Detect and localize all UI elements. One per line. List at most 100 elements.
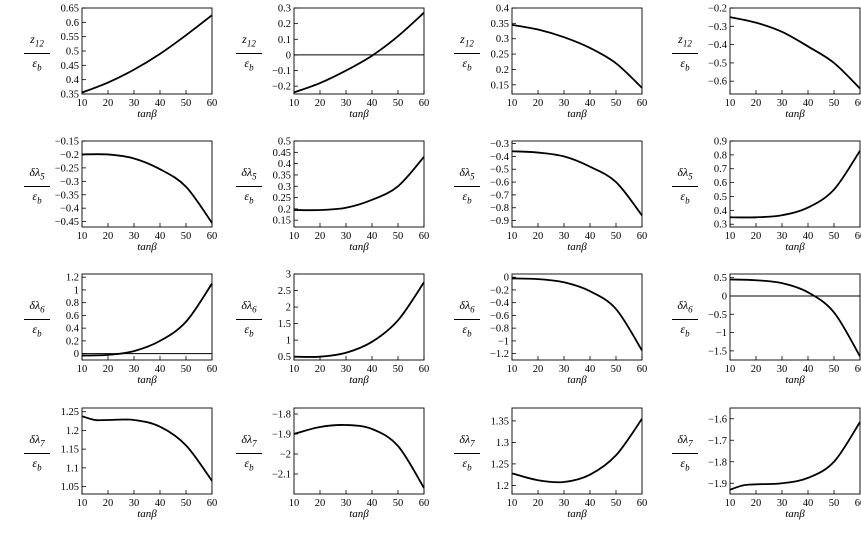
- x-tick-label: 50: [181, 98, 192, 109]
- y-tick-label: −1.7: [708, 436, 727, 447]
- y-tick-label: 0.5: [278, 352, 291, 363]
- x-tick-label: 10: [77, 498, 88, 509]
- x-tick-label: 20: [533, 231, 544, 242]
- x-axis-label: tanβ: [349, 108, 369, 120]
- y-tick-label: 1.2: [496, 481, 509, 492]
- x-tick-label: 40: [367, 231, 378, 242]
- line-plot: 0.3 0.4 0.5 0.6 0.7 0.8 0.9 10 20 30 40 50 60: [714, 137, 861, 243]
- x-tick-label: 60: [855, 498, 861, 509]
- x-tick-label: 30: [777, 231, 788, 242]
- plot-panel: δλ6 εb 0.5 0 −0.5 −1 −1.5 10 20 30 40 50 60 tanβ: [648, 266, 861, 399]
- series-line: [293, 424, 425, 489]
- fraction-bar: [236, 186, 262, 188]
- y-tick-label: 0: [74, 349, 79, 360]
- line-plot: 0.150.20.250.30.350.40.450.5 10 20 30 40 50 60: [273, 137, 430, 243]
- x-tick-label: 10: [77, 364, 88, 375]
- plot-frame: [81, 7, 213, 95]
- line-plot: −1.8 −1.9 −2 −2.1 10 20 30 40 50 60: [272, 407, 429, 509]
- plot-frame: [511, 273, 643, 361]
- y-label-numerator: z12: [30, 32, 44, 49]
- y-tick-label: −0.9: [490, 216, 509, 227]
- x-tick-label: 20: [751, 498, 762, 509]
- y-label-denominator: εb: [680, 322, 690, 339]
- x-tick-label: 10: [77, 98, 88, 109]
- series-line: [729, 278, 861, 357]
- x-tick-label: 60: [855, 231, 861, 242]
- y-tick-label: −1: [498, 336, 509, 347]
- line-plot: −0.2 −0.3 −0.4 −0.5 −0.6 10 20 30 40 50 60: [708, 4, 861, 110]
- x-axis-label: tanβ: [785, 108, 805, 120]
- y-tick-label: −0.2: [60, 150, 79, 161]
- line-plot: −0.15 −0.2 −0.25 −0.3 −0.35 −0.4 −0.45 10 20 30 40…: [55, 137, 218, 243]
- line-plot: 0.35 0.4 0.45 0.5 0.55 0.6 0.65 10 20 30 40 50 60: [61, 4, 218, 110]
- y-tick-label: −0.6: [490, 311, 509, 322]
- y-label-numerator: z12: [678, 32, 692, 49]
- y-label-numerator: z12: [242, 32, 256, 49]
- y-tick-label: 1.15: [61, 445, 79, 456]
- y-tick-label: −0.8: [490, 324, 509, 335]
- fraction-bar: [236, 53, 262, 55]
- plot-panel: δλ6 εb 0.5 1 1.5 2 2.5 3 10 20 30 40 50 60 tanβ: [212, 266, 429, 399]
- line-plot: 1.2 1.25 1.3 1.35 10 20 30 40 50 60: [491, 407, 647, 509]
- x-tick-label: 10: [725, 364, 736, 375]
- y-tick-label: −0.4: [60, 204, 80, 215]
- y-label-denominator: εb: [462, 56, 472, 73]
- y-tick-label: 2: [286, 303, 291, 314]
- fraction-bar: [672, 319, 698, 321]
- y-tick-label: −1.8: [272, 410, 291, 421]
- x-tick-label: 30: [559, 498, 570, 509]
- y-label-denominator: εb: [680, 56, 690, 73]
- fraction-bar: [454, 186, 480, 188]
- x-tick-label: 20: [315, 98, 326, 109]
- y-label-denominator: εb: [462, 456, 472, 473]
- x-axis-label: tanβ: [567, 374, 587, 386]
- y-tick-label: −0.1: [272, 66, 291, 77]
- x-axis-label: tanβ: [567, 241, 587, 253]
- y-tick-label: 1.3: [496, 438, 509, 449]
- series-line: [511, 277, 643, 351]
- x-tick-label: 50: [393, 231, 404, 242]
- x-tick-label: 10: [289, 498, 300, 509]
- series-line: [81, 153, 213, 224]
- y-tick-label: −0.3: [60, 177, 79, 188]
- fraction-bar: [672, 453, 698, 455]
- x-tick-label: 60: [207, 498, 218, 509]
- series-line: [511, 24, 643, 89]
- line-plot: −0.3 −0.4 −0.5 −0.6−0.7 −0.8 −0.9 10 20 30 40 50 60: [490, 139, 648, 242]
- series-line: [293, 12, 425, 94]
- series-line: [511, 418, 643, 484]
- y-label-denominator: εb: [680, 456, 690, 473]
- x-axis-label: tanβ: [137, 508, 157, 520]
- y-label-denominator: εb: [244, 456, 254, 473]
- fraction-bar: [24, 186, 50, 188]
- y-tick-label: 0.8: [66, 298, 79, 309]
- y-label-numerator: δλ6: [241, 298, 257, 315]
- x-tick-label: 30: [559, 231, 570, 242]
- series-line: [729, 16, 861, 90]
- x-tick-label: 20: [751, 98, 762, 109]
- plot-frame: [293, 140, 425, 228]
- x-tick-label: 40: [367, 364, 378, 375]
- y-axis-label: δλ5 εb: [226, 165, 272, 209]
- x-tick-label: 40: [155, 231, 166, 242]
- x-tick-label: 60: [637, 231, 648, 242]
- y-tick-label: −0.25: [55, 163, 79, 174]
- y-axis-label: δλ5 εb: [662, 165, 708, 209]
- y-tick-label: 0.4: [714, 206, 728, 217]
- x-tick-label: 20: [751, 364, 762, 375]
- y-tick-label: 0.45: [273, 148, 291, 159]
- y-label-denominator: εb: [680, 189, 690, 206]
- x-tick-label: 50: [611, 364, 622, 375]
- y-label-denominator: εb: [244, 322, 254, 339]
- x-tick-label: 50: [829, 231, 840, 242]
- x-tick-label: 40: [803, 98, 814, 109]
- y-tick-label: 0.4: [66, 75, 80, 86]
- x-axis-label: tanβ: [137, 241, 157, 253]
- fraction-bar: [24, 319, 50, 321]
- x-tick-label: 50: [393, 498, 404, 509]
- x-tick-label: 20: [315, 364, 326, 375]
- y-tick-label: 0: [504, 273, 509, 284]
- y-tick-label: 0.7: [714, 164, 727, 175]
- y-axis-label: δλ7 εb: [662, 432, 708, 476]
